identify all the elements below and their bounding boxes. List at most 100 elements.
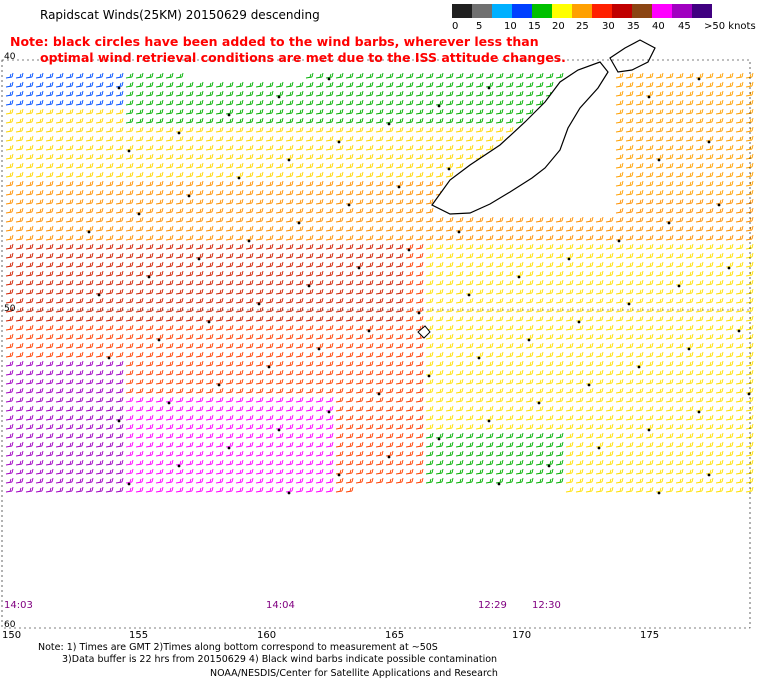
wind-barb	[605, 234, 614, 241]
wind-barb	[75, 315, 84, 322]
wind-barb	[375, 477, 384, 484]
wind-barb	[95, 342, 104, 349]
wind-barb	[195, 306, 204, 313]
wind-barb	[355, 108, 364, 115]
wind-barb	[55, 270, 64, 277]
wind-barb	[405, 369, 414, 376]
wind-barb	[345, 441, 354, 448]
wind-barb	[55, 189, 64, 196]
wind-barb	[335, 135, 344, 142]
wind-barb	[215, 144, 224, 151]
wind-barb	[515, 378, 524, 385]
wind-barb	[15, 180, 24, 187]
wind-barb	[335, 315, 344, 322]
wind-barb	[475, 117, 484, 124]
wind-barb	[105, 459, 114, 466]
wind-barb	[605, 216, 614, 223]
wind-barb	[235, 360, 244, 367]
wind-barb	[435, 459, 444, 466]
wind-barb	[685, 351, 694, 358]
wind-barb	[215, 432, 224, 439]
wind-barb	[95, 486, 104, 493]
contamination-circle	[287, 158, 291, 162]
wind-barb	[245, 459, 254, 466]
wind-barb	[745, 477, 754, 484]
wind-barb	[615, 477, 624, 484]
wind-barb	[25, 288, 34, 295]
wind-barb	[485, 234, 494, 241]
wind-barb	[245, 468, 254, 475]
wind-barb	[35, 108, 44, 115]
wind-barb	[745, 207, 754, 214]
wind-barb	[635, 153, 644, 160]
wind-barb	[365, 198, 374, 205]
wind-barb	[475, 126, 484, 133]
wind-barb	[635, 81, 644, 88]
wind-barb	[445, 243, 454, 250]
wind-barb	[275, 108, 284, 115]
wind-barb	[525, 396, 534, 403]
wind-barb	[745, 315, 754, 322]
wind-barb	[275, 243, 284, 250]
wind-barb	[655, 72, 664, 79]
wind-barb	[65, 486, 74, 493]
wind-barb	[685, 378, 694, 385]
wind-barb	[365, 369, 374, 376]
wind-barb	[675, 72, 684, 79]
wind-barb	[265, 270, 274, 277]
lon-tick-175: 175	[640, 630, 660, 641]
wind-barb	[135, 297, 144, 304]
wind-barb	[125, 171, 134, 178]
wind-barb	[355, 378, 364, 385]
wind-barb	[525, 279, 534, 286]
wind-barb	[45, 477, 54, 484]
wind-barb	[515, 342, 524, 349]
wind-barb	[335, 180, 344, 187]
wind-barb	[185, 414, 194, 421]
wind-barb	[155, 450, 164, 457]
wind-barb	[655, 423, 664, 430]
wind-barb	[665, 288, 674, 295]
wind-barb	[505, 72, 514, 79]
wind-barb	[95, 99, 104, 106]
wind-barb	[285, 351, 294, 358]
wind-barb	[705, 288, 714, 295]
wind-barb	[495, 378, 504, 385]
wind-barb	[55, 81, 64, 88]
wind-barb	[155, 99, 164, 106]
wind-barb	[515, 234, 524, 241]
wind-barb	[245, 243, 254, 250]
wind-barb	[25, 387, 34, 394]
wind-barb	[675, 324, 684, 331]
wind-barb	[25, 189, 34, 196]
wind-barb	[335, 144, 344, 151]
contamination-circle	[197, 257, 201, 261]
wind-barb	[165, 216, 174, 223]
wind-barb	[645, 180, 654, 187]
wind-barb	[5, 171, 14, 178]
wind-barb	[315, 378, 324, 385]
wind-barb	[85, 441, 94, 448]
legend-label: 45	[678, 21, 691, 32]
wind-barb	[405, 108, 414, 115]
legend-swatch	[452, 4, 472, 18]
wind-barb	[425, 396, 434, 403]
wind-barb	[295, 189, 304, 196]
contamination-circle	[157, 338, 161, 342]
wind-barb	[235, 333, 244, 340]
wind-barb	[285, 441, 294, 448]
wind-barb	[625, 423, 634, 430]
wind-barb	[235, 477, 244, 484]
wind-barb	[255, 297, 264, 304]
wind-barb	[385, 369, 394, 376]
wind-barb	[395, 126, 404, 133]
wind-barb	[95, 396, 104, 403]
wind-barb	[135, 414, 144, 421]
wind-barb	[675, 405, 684, 412]
wind-barb	[335, 99, 344, 106]
wind-barb	[565, 306, 574, 313]
wind-barb	[95, 162, 104, 169]
wind-barb	[575, 414, 584, 421]
wind-barb	[255, 225, 264, 232]
wind-barb	[405, 279, 414, 286]
